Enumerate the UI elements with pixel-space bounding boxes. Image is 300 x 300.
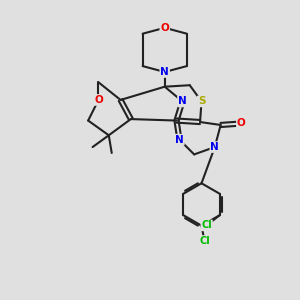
Text: O: O [94, 95, 103, 105]
Text: N: N [178, 96, 187, 106]
Text: N: N [160, 67, 169, 77]
Text: S: S [198, 96, 205, 106]
Text: O: O [160, 23, 169, 33]
Text: N: N [175, 135, 184, 145]
Text: Cl: Cl [201, 220, 212, 230]
Text: O: O [237, 118, 246, 128]
Text: Cl: Cl [199, 236, 210, 246]
Text: N: N [210, 142, 219, 152]
